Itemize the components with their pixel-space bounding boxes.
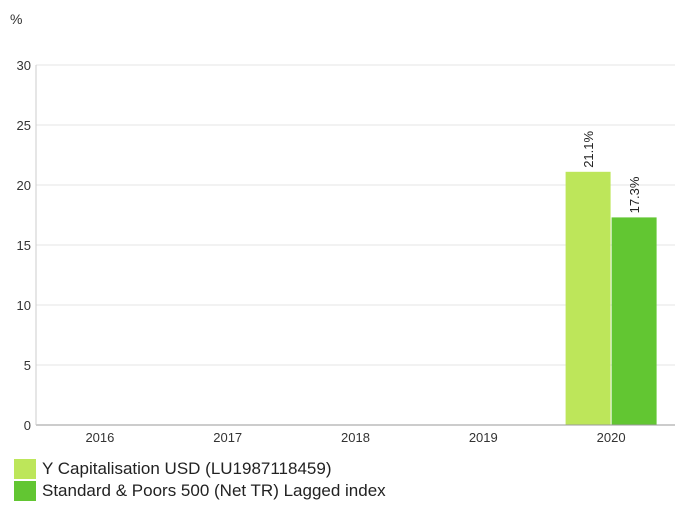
y-tick-label: 15: [17, 238, 31, 253]
y-axis-ticks: 0 5 10 15 20 25 30: [17, 58, 31, 433]
bar-value-label: 17.3%: [627, 176, 642, 213]
y-tick-label: 0: [24, 418, 31, 433]
y-tick-label: 10: [17, 298, 31, 313]
y-tick-label: 25: [17, 118, 31, 133]
y-axis-unit-label: %: [10, 11, 22, 27]
x-tick-label: 2017: [213, 430, 242, 445]
legend-label-series-2: Standard & Poors 500 (Net TR) Lagged ind…: [42, 481, 386, 500]
legend: Y Capitalisation USD (LU1987118459) Stan…: [14, 458, 386, 502]
x-tick-label: 2019: [469, 430, 498, 445]
bar-value-label: 21.1%: [581, 130, 596, 167]
x-tick-label: 2016: [85, 430, 114, 445]
y-tick-label: 20: [17, 178, 31, 193]
bar[interactable]: [611, 217, 657, 425]
y-tick-label: 5: [24, 358, 31, 373]
x-axis-ticks: 2016 2017 2018 2019 2020: [85, 430, 625, 445]
x-tick-label: 2020: [597, 430, 626, 445]
bar-value-labels: 21.1% 17.3%: [581, 130, 642, 213]
legend-label-series-1: Y Capitalisation USD (LU1987118459): [42, 459, 332, 478]
bars: [565, 171, 657, 425]
legend-swatch-series-2: [14, 481, 36, 501]
bar[interactable]: [565, 171, 611, 425]
y-tick-label: 30: [17, 58, 31, 73]
legend-item-series-1[interactable]: Y Capitalisation USD (LU1987118459): [14, 458, 386, 480]
legend-swatch-series-1: [14, 459, 36, 479]
x-tick-label: 2018: [341, 430, 370, 445]
legend-item-series-2[interactable]: Standard & Poors 500 (Net TR) Lagged ind…: [14, 480, 386, 502]
